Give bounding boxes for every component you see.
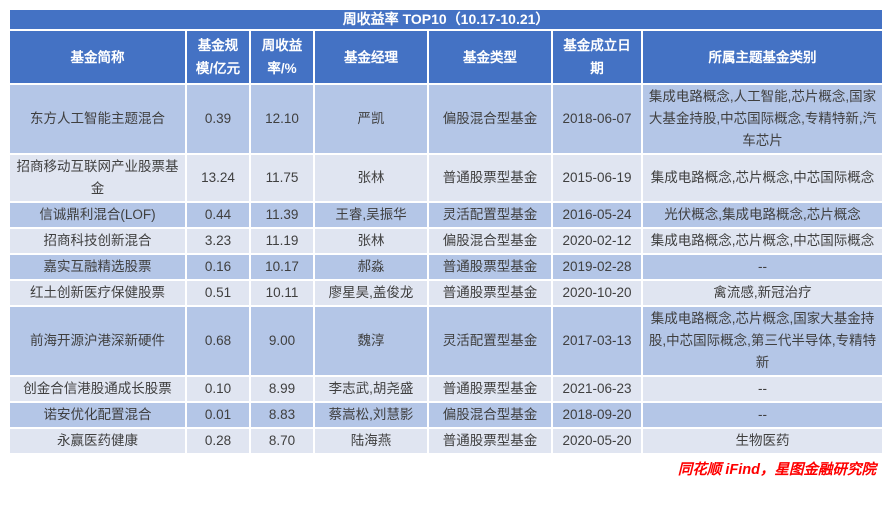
cell-weekly-return: 10.17 xyxy=(249,253,315,281)
cell-fund-name: 永赢医药健康 xyxy=(8,427,187,455)
table-row: 永赢医药健康 0.28 8.70 陆海燕 普通股票型基金 2020-05-20 … xyxy=(8,427,885,455)
cell-weekly-return: 9.00 xyxy=(249,305,315,377)
weekly-return-top10-table: 周收益率 TOP10（10.17-10.21） 基金简称 基金规模/亿元 周收益… xyxy=(7,8,885,455)
cell-fund-type: 普通股票型基金 xyxy=(427,253,553,281)
cell-fund-type: 普通股票型基金 xyxy=(427,153,553,203)
cell-fund-type: 普通股票型基金 xyxy=(427,279,553,307)
table-row: 创金合信港股通成长股票 0.10 8.99 李志武,胡尧盛 普通股票型基金 20… xyxy=(8,375,885,403)
cell-fund-scale: 13.24 xyxy=(185,153,251,203)
cell-fund-manager: 蔡嵩松,刘慧影 xyxy=(313,401,429,429)
cell-theme-category: 集成电路概念,人工智能,芯片概念,国家大基金持股,中芯国际概念,专精特新,汽车芯… xyxy=(640,83,885,155)
cell-inception-date: 2015-06-19 xyxy=(551,153,643,203)
col-header-inception-date: 基金成立日期 xyxy=(551,29,643,85)
cell-inception-date: 2020-02-12 xyxy=(551,227,643,255)
cell-inception-date: 2017-03-13 xyxy=(551,305,643,377)
cell-fund-name: 红土创新医疗保健股票 xyxy=(8,279,187,307)
cell-fund-type: 偏股混合型基金 xyxy=(427,401,553,429)
cell-weekly-return: 8.70 xyxy=(249,427,315,455)
cell-fund-scale: 0.28 xyxy=(185,427,251,455)
cell-fund-manager: 郝淼 xyxy=(313,253,429,281)
col-header-fund-scale: 基金规模/亿元 xyxy=(185,29,251,85)
cell-inception-date: 2020-05-20 xyxy=(551,427,643,455)
cell-theme-category: 集成电路概念,芯片概念,中芯国际概念 xyxy=(640,227,885,255)
table-row: 信诚鼎利混合(LOF) 0.44 11.39 王睿,吴振华 灵活配置型基金 20… xyxy=(8,201,885,229)
cell-fund-manager: 严凯 xyxy=(313,83,429,155)
cell-fund-manager: 张林 xyxy=(313,153,429,203)
cell-fund-type: 偏股混合型基金 xyxy=(427,83,553,155)
cell-inception-date: 2016-05-24 xyxy=(551,201,643,229)
table-row: 招商科技创新混合 3.23 11.19 张林 偏股混合型基金 2020-02-1… xyxy=(8,227,885,255)
cell-fund-type: 灵活配置型基金 xyxy=(427,305,553,377)
cell-fund-manager: 李志武,胡尧盛 xyxy=(313,375,429,403)
cell-fund-name: 招商移动互联网产业股票基金 xyxy=(8,153,187,203)
cell-theme-category: 集成电路概念,芯片概念,国家大基金持股,中芯国际概念,第三代半导体,专精特新 xyxy=(640,305,885,377)
cell-fund-scale: 0.39 xyxy=(185,83,251,155)
cell-weekly-return: 8.99 xyxy=(249,375,315,403)
cell-fund-manager: 廖星昊,盖俊龙 xyxy=(313,279,429,307)
cell-weekly-return: 8.83 xyxy=(249,401,315,429)
cell-theme-category: 禽流感,新冠治疗 xyxy=(640,279,885,307)
cell-fund-scale: 0.10 xyxy=(185,375,251,403)
col-header-fund-type: 基金类型 xyxy=(427,29,553,85)
cell-fund-scale: 0.16 xyxy=(185,253,251,281)
cell-fund-name: 前海开源沪港深新硬件 xyxy=(8,305,187,377)
cell-theme-category: 集成电路概念,芯片概念,中芯国际概念 xyxy=(640,153,885,203)
table-row: 招商移动互联网产业股票基金 13.24 11.75 张林 普通股票型基金 201… xyxy=(8,153,885,203)
table-row: 诺安优化配置混合 0.01 8.83 蔡嵩松,刘慧影 偏股混合型基金 2018-… xyxy=(8,401,885,429)
table-row: 嘉实互融精选股票 0.16 10.17 郝淼 普通股票型基金 2019-02-2… xyxy=(8,253,885,281)
cell-fund-type: 偏股混合型基金 xyxy=(427,227,553,255)
cell-theme-category: 光伏概念,集成电路概念,芯片概念 xyxy=(640,201,885,229)
cell-fund-scale: 3.23 xyxy=(185,227,251,255)
col-header-theme-category: 所属主题基金类别 xyxy=(640,29,885,85)
cell-fund-scale: 0.51 xyxy=(185,279,251,307)
cell-fund-scale: 0.01 xyxy=(185,401,251,429)
cell-fund-type: 普通股票型基金 xyxy=(427,427,553,455)
cell-fund-name: 信诚鼎利混合(LOF) xyxy=(8,201,187,229)
col-header-weekly-return: 周收益率/% xyxy=(249,29,315,85)
cell-weekly-return: 11.19 xyxy=(249,227,315,255)
cell-fund-name: 诺安优化配置混合 xyxy=(8,401,187,429)
col-header-fund-manager: 基金经理 xyxy=(313,29,429,85)
cell-weekly-return: 11.39 xyxy=(249,201,315,229)
cell-fund-name: 招商科技创新混合 xyxy=(8,227,187,255)
table-body: 东方人工智能主题混合 0.39 12.10 严凯 偏股混合型基金 2018-06… xyxy=(8,83,885,455)
cell-inception-date: 2020-10-20 xyxy=(551,279,643,307)
cell-fund-name: 东方人工智能主题混合 xyxy=(8,83,187,155)
cell-theme-category: -- xyxy=(640,401,885,429)
cell-fund-name: 创金合信港股通成长股票 xyxy=(8,375,187,403)
source-attribution: 同花顺 iFind，星图金融研究院 xyxy=(677,462,876,478)
col-header-fund-name: 基金简称 xyxy=(8,29,187,85)
cell-theme-category: -- xyxy=(640,253,885,281)
table-title: 周收益率 TOP10（10.17-10.21） xyxy=(7,8,885,31)
cell-inception-date: 2019-02-28 xyxy=(551,253,643,281)
table-row: 红土创新医疗保健股票 0.51 10.11 廖星昊,盖俊龙 普通股票型基金 20… xyxy=(8,279,885,307)
table-title-row: 周收益率 TOP10（10.17-10.21） xyxy=(7,8,885,31)
cell-fund-manager: 魏淳 xyxy=(313,305,429,377)
cell-weekly-return: 11.75 xyxy=(249,153,315,203)
cell-fund-manager: 陆海燕 xyxy=(313,427,429,455)
cell-inception-date: 2018-09-20 xyxy=(551,401,643,429)
cell-theme-category: 生物医药 xyxy=(640,427,885,455)
table-row: 东方人工智能主题混合 0.39 12.10 严凯 偏股混合型基金 2018-06… xyxy=(8,83,885,155)
table-header-row: 基金简称 基金规模/亿元 周收益率/% 基金经理 基金类型 基金成立日期 所属主… xyxy=(8,29,885,85)
cell-fund-scale: 0.44 xyxy=(185,201,251,229)
cell-fund-manager: 王睿,吴振华 xyxy=(313,201,429,229)
table-row: 前海开源沪港深新硬件 0.68 9.00 魏淳 灵活配置型基金 2017-03-… xyxy=(8,305,885,377)
cell-weekly-return: 10.11 xyxy=(249,279,315,307)
cell-fund-type: 普通股票型基金 xyxy=(427,375,553,403)
cell-inception-date: 2021-06-23 xyxy=(551,375,643,403)
cell-fund-manager: 张林 xyxy=(313,227,429,255)
cell-fund-type: 灵活配置型基金 xyxy=(427,201,553,229)
cell-fund-scale: 0.68 xyxy=(185,305,251,377)
cell-fund-name: 嘉实互融精选股票 xyxy=(8,253,187,281)
cell-weekly-return: 12.10 xyxy=(249,83,315,155)
cell-theme-category: -- xyxy=(640,375,885,403)
cell-inception-date: 2018-06-07 xyxy=(551,83,643,155)
fund-return-table-container: 周收益率 TOP10（10.17-10.21） 基金简称 基金规模/亿元 周收益… xyxy=(7,8,885,479)
